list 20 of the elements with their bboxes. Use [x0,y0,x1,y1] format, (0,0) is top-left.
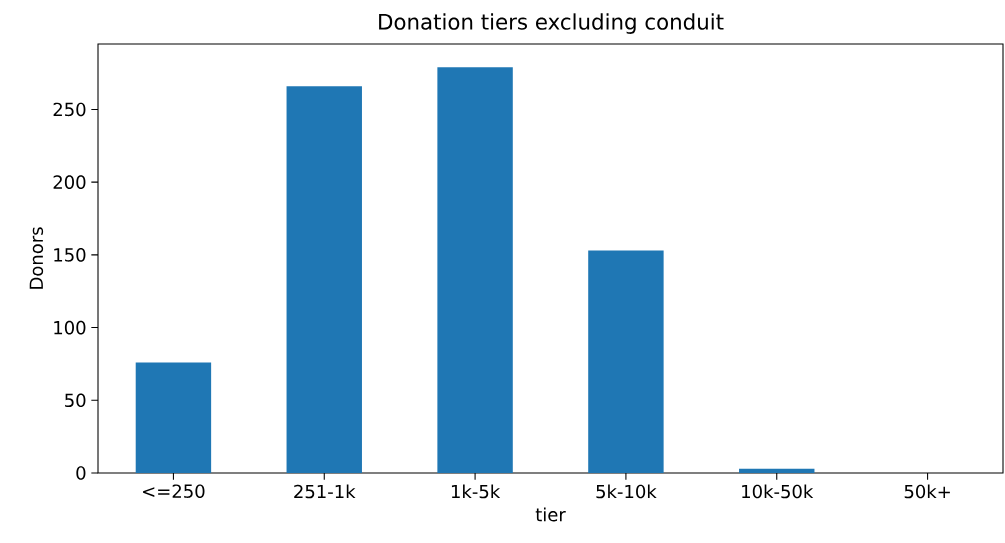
x-tick-label: 1k-5k [451,484,501,499]
x-axis-title: tier [535,507,566,522]
x-tick-label: 10k-50k [742,484,814,499]
x-tick-label: 50k+ [904,484,950,499]
chart-title: Donation tiers excluding conduit [379,13,724,34]
y-tick-label: 100 [54,320,86,335]
x-tick-label: <=250 [143,484,205,498]
bar [588,250,664,473]
x-tick-label: 251-1k [294,484,356,499]
bar [135,362,212,473]
bar [286,86,362,473]
bar [739,468,815,473]
y-axis-title: Donors [29,227,44,289]
y-tick-label: 200 [53,175,86,189]
y-tick-label: 250 [53,102,86,117]
y-tick-label: 150 [54,248,86,262]
y-tick-label: 0 [76,466,86,480]
y-tick-label: 50 [65,393,86,408]
bar [437,67,513,473]
x-tick-label: 5k-10k [596,484,657,499]
